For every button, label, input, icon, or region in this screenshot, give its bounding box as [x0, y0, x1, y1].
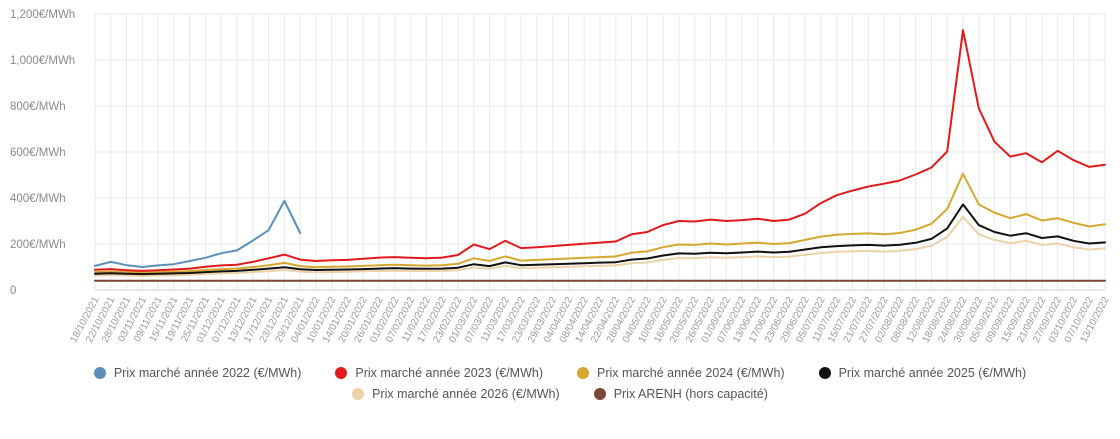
legend-row: Prix marché année 2026 (€/MWh) Prix ARENH… [352, 387, 768, 401]
y-axis-label: 400€/MWh [10, 193, 66, 205]
legend-label: Prix marché année 2022 (€/MWh) [113, 366, 302, 380]
legend-dot-icon [335, 367, 348, 379]
series-line-prix-march-ann-e-2024-mwh [94, 172, 1106, 274]
series-line-prix-march-ann-e-2023-mwh [94, 29, 1106, 272]
legend-item-prix-march-ann-e-2024-mwh[interactable]: Prix marché année 2024 (€/MWh) [577, 366, 785, 380]
legend-item-prix-march-ann-e-2025-mwh[interactable]: Prix marché année 2025 (€/MWh) [818, 366, 1027, 380]
legend-row: Prix marché année 2022 (€/MWh) Prix march… [93, 366, 1027, 380]
y-axis-label: 0 [10, 285, 16, 297]
legend-label: Prix marché année 2024 (€/MWh) [597, 366, 785, 380]
y-axis-label: 600€/MWh [10, 147, 66, 159]
series-line-prix-march-ann-e-2026-mwh [94, 215, 1106, 277]
y-axis-label: 1,000€/MWh [10, 55, 75, 67]
legend-dot-icon [93, 367, 106, 379]
legend-label: Prix marché année 2026 (€/MWh) [372, 387, 560, 401]
legend-label: Prix marché année 2023 (€/MWh) [355, 366, 543, 380]
series-line-prix-march-ann-e-2022-mwh [94, 199, 302, 268]
legend-dot-icon [352, 388, 365, 400]
chart-legend: Prix marché année 2022 (€/MWh) Prix march… [0, 360, 1120, 401]
legend-label: Prix ARENH (hors capacité) [613, 387, 768, 401]
y-axis-label: 800€/MWh [10, 101, 66, 113]
legend-item-prix-march-ann-e-2022-mwh[interactable]: Prix marché année 2022 (€/MWh) [93, 366, 302, 380]
legend-item-prix-march-ann-e-2026-mwh[interactable]: Prix marché année 2026 (€/MWh) [352, 387, 560, 401]
legend-dot-icon [593, 388, 606, 400]
series-line-prix-march-ann-e-2025-mwh [94, 203, 1106, 276]
legend-label: Prix marché année 2025 (€/MWh) [838, 366, 1027, 380]
legend-dot-icon [818, 367, 831, 379]
legend-item-prix-arenh-hors-capacit[interactable]: Prix ARENH (hors capacité) [593, 387, 768, 401]
legend-item-prix-march-ann-e-2023-mwh[interactable]: Prix marché année 2023 (€/MWh) [335, 366, 543, 380]
y-axis-label: 200€/MWh [10, 239, 66, 251]
y-axis-label: 1,200€/MWh [10, 9, 75, 21]
legend-dot-icon [577, 367, 589, 379]
chart-canvas: 1,200€/MWh 1,000€/MWh 800€/MWh 600€/MWh 400€… [10, 9, 1112, 345]
